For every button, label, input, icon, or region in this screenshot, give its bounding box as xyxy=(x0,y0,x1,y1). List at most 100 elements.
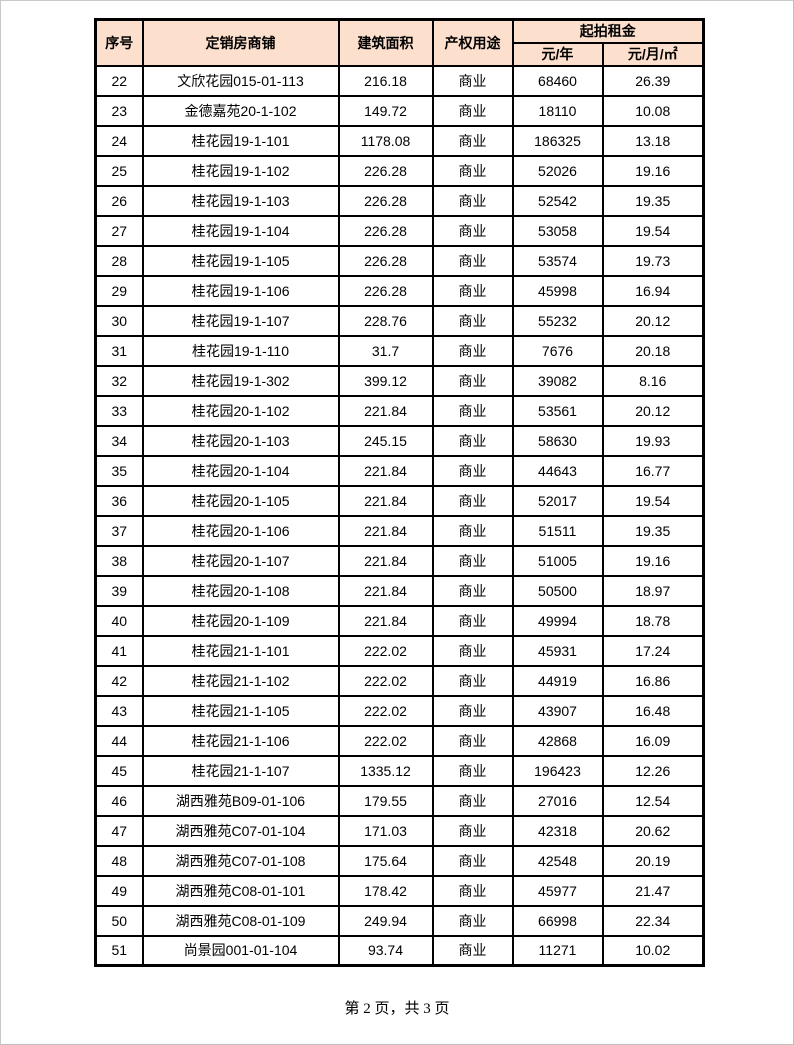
table-row: 40 桂花园20-1-109 221.84 商业 49994 18.78 xyxy=(94,604,705,637)
cell-index: 48 xyxy=(94,844,144,877)
cell-property-use: 商业 xyxy=(431,694,514,727)
table-row: 50 湖西雅苑C08-01-109 249.94 商业 66998 22.34 xyxy=(94,904,705,937)
cell-building-area: 221.84 xyxy=(337,394,434,427)
cell-rent-per-month-sqm: 19.54 xyxy=(601,214,705,247)
cell-shop-name: 桂花园19-1-103 xyxy=(141,184,340,217)
cell-rent-per-year: 18110 xyxy=(511,94,604,127)
table-row: 22 文欣花园015-01-113 216.18 商业 68460 26.39 xyxy=(94,64,705,97)
cell-rent-per-month-sqm: 19.54 xyxy=(601,484,705,517)
cell-rent-per-year: 49994 xyxy=(511,604,604,637)
cell-property-use: 商业 xyxy=(431,514,514,547)
cell-property-use: 商业 xyxy=(431,334,514,367)
table-row: 41 桂花园21-1-101 222.02 商业 45931 17.24 xyxy=(94,634,705,667)
cell-shop-name: 桂花园19-1-302 xyxy=(141,364,340,397)
cell-building-area: 221.84 xyxy=(337,574,434,607)
table-row: 45 桂花园21-1-107 1335.12 商业 196423 12.26 xyxy=(94,754,705,787)
cell-rent-per-month-sqm: 20.12 xyxy=(601,394,705,427)
cell-building-area: 93.74 xyxy=(337,934,434,967)
cell-shop-name: 桂花园20-1-102 xyxy=(141,394,340,427)
cell-rent-per-year: 43907 xyxy=(511,694,604,727)
cell-property-use: 商业 xyxy=(431,454,514,487)
cell-rent-per-month-sqm: 12.54 xyxy=(601,784,705,817)
cell-rent-per-month-sqm: 19.16 xyxy=(601,154,705,187)
cell-rent-per-month-sqm: 26.39 xyxy=(601,64,705,97)
cell-shop-name: 桂花园21-1-106 xyxy=(141,724,340,757)
header-building-area: 建筑面积 xyxy=(337,18,434,67)
cell-building-area: 31.7 xyxy=(337,334,434,367)
cell-shop-name: 文欣花园015-01-113 xyxy=(141,64,340,97)
cell-property-use: 商业 xyxy=(431,574,514,607)
cell-rent-per-month-sqm: 19.73 xyxy=(601,244,705,277)
cell-building-area: 399.12 xyxy=(337,364,434,397)
cell-building-area: 179.55 xyxy=(337,784,434,817)
cell-index: 50 xyxy=(94,904,144,937)
cell-index: 34 xyxy=(94,424,144,457)
table-row: 42 桂花园21-1-102 222.02 商业 44919 16.86 xyxy=(94,664,705,697)
cell-index: 26 xyxy=(94,184,144,217)
cell-index: 41 xyxy=(94,634,144,667)
cell-rent-per-year: 186325 xyxy=(511,124,604,157)
cell-index: 38 xyxy=(94,544,144,577)
cell-shop-name: 桂花园19-1-110 xyxy=(141,334,340,367)
cell-index: 36 xyxy=(94,484,144,517)
cell-property-use: 商业 xyxy=(431,484,514,517)
header-shop: 定销房商铺 xyxy=(141,18,340,67)
cell-rent-per-year: 66998 xyxy=(511,904,604,937)
cell-rent-per-month-sqm: 19.93 xyxy=(601,424,705,457)
cell-rent-per-year: 42318 xyxy=(511,814,604,847)
cell-rent-per-year: 44643 xyxy=(511,454,604,487)
cell-building-area: 221.84 xyxy=(337,454,434,487)
cell-rent-per-year: 44919 xyxy=(511,664,604,697)
cell-index: 37 xyxy=(94,514,144,547)
cell-shop-name: 桂花园19-1-104 xyxy=(141,214,340,247)
cell-rent-per-month-sqm: 16.09 xyxy=(601,724,705,757)
table-body: 22 文欣花园015-01-113 216.18 商业 68460 26.39 23 金德嘉苑… xyxy=(94,64,705,967)
cell-rent-per-year: 45931 xyxy=(511,634,604,667)
table-row: 46 湖西雅苑B09-01-106 179.55 商业 27016 12.54 xyxy=(94,784,705,817)
cell-property-use: 商业 xyxy=(431,214,514,247)
cell-rent-per-year: 53058 xyxy=(511,214,604,247)
cell-property-use: 商业 xyxy=(431,184,514,217)
table-row: 32 桂花园19-1-302 399.12 商业 39082 8.16 xyxy=(94,364,705,397)
cell-index: 40 xyxy=(94,604,144,637)
cell-property-use: 商业 xyxy=(431,64,514,97)
cell-index: 46 xyxy=(94,784,144,817)
cell-rent-per-month-sqm: 22.34 xyxy=(601,904,705,937)
cell-shop-name: 湖西雅苑C07-01-104 xyxy=(141,814,340,847)
table-row: 33 桂花园20-1-102 221.84 商业 53561 20.12 xyxy=(94,394,705,427)
cell-building-area: 149.72 xyxy=(337,94,434,127)
cell-rent-per-year: 52026 xyxy=(511,154,604,187)
cell-building-area: 249.94 xyxy=(337,904,434,937)
cell-property-use: 商业 xyxy=(431,724,514,757)
cell-rent-per-year: 53561 xyxy=(511,394,604,427)
cell-building-area: 226.28 xyxy=(337,184,434,217)
cell-property-use: 商业 xyxy=(431,394,514,427)
table-row: 26 桂花园19-1-103 226.28 商业 52542 19.35 xyxy=(94,184,705,217)
cell-rent-per-year: 68460 xyxy=(511,64,604,97)
cell-rent-per-year: 42868 xyxy=(511,724,604,757)
cell-property-use: 商业 xyxy=(431,124,514,157)
table-header: 序号 定销房商铺 建筑面积 产权用途 起拍租金 元/年 元/月/㎡ xyxy=(94,18,705,67)
cell-rent-per-month-sqm: 16.94 xyxy=(601,274,705,307)
cell-shop-name: 桂花园21-1-101 xyxy=(141,634,340,667)
cell-rent-per-year: 51005 xyxy=(511,544,604,577)
cell-shop-name: 桂花园20-1-109 xyxy=(141,604,340,637)
cell-property-use: 商业 xyxy=(431,94,514,127)
cell-rent-per-month-sqm: 13.18 xyxy=(601,124,705,157)
cell-rent-per-month-sqm: 19.35 xyxy=(601,184,705,217)
cell-shop-name: 桂花园19-1-106 xyxy=(141,274,340,307)
cell-shop-name: 桂花园21-1-107 xyxy=(141,754,340,787)
cell-building-area: 221.84 xyxy=(337,484,434,517)
table-row: 31 桂花园19-1-110 31.7 商业 7676 20.18 xyxy=(94,334,705,367)
cell-property-use: 商业 xyxy=(431,874,514,907)
header-property-use: 产权用途 xyxy=(431,18,514,67)
cell-property-use: 商业 xyxy=(431,274,514,307)
table-row: 47 湖西雅苑C07-01-104 171.03 商业 42318 20.62 xyxy=(94,814,705,847)
cell-property-use: 商业 xyxy=(431,544,514,577)
cell-property-use: 商业 xyxy=(431,304,514,337)
cell-index: 45 xyxy=(94,754,144,787)
page-number-footer: 第 2 页，共 3 页 xyxy=(344,1001,450,1017)
cell-shop-name: 桂花园21-1-105 xyxy=(141,694,340,727)
shop-rent-listing-table: 序号 定销房商铺 建筑面积 产权用途 起拍租金 元/年 元/月/㎡ 22 文欣花园… xyxy=(94,18,705,967)
table-row: 43 桂花园21-1-105 222.02 商业 43907 16.48 xyxy=(94,694,705,727)
